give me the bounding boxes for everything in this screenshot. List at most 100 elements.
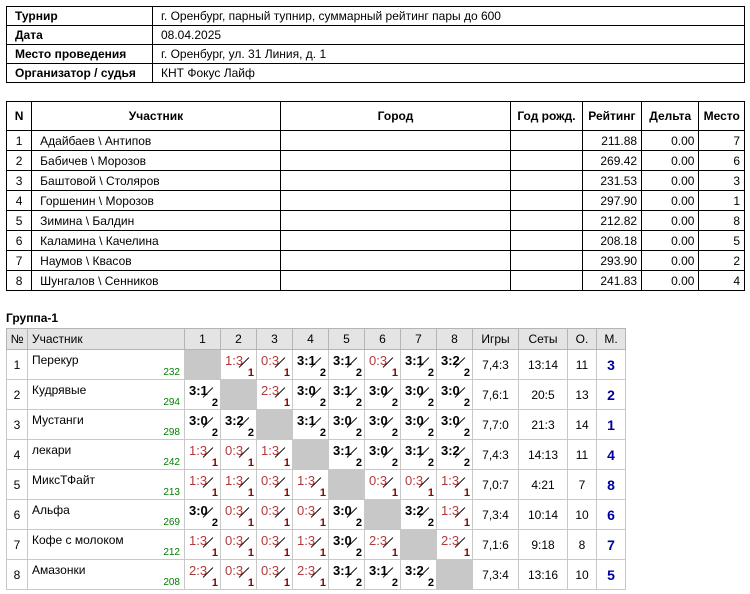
team-name: Перекур [32, 353, 79, 367]
match-result: 3:0 2 [293, 380, 328, 409]
match-result-cell: 3:2 2 [400, 559, 437, 590]
group-points: 14 [567, 409, 597, 440]
match-result-cell: 3:0 2 [364, 379, 401, 410]
match-result: 3:0 2 [437, 380, 472, 409]
participant-delta: 0.00 [641, 170, 700, 191]
match-points: 2 [355, 367, 362, 379]
match-score: 2:3 [261, 383, 280, 398]
group-sets: 13:16 [518, 559, 568, 590]
participant-number: 8 [5, 270, 33, 291]
match-score: 3:2 [405, 563, 424, 578]
group-games: 7,6:1 [472, 379, 519, 410]
group-row: 6 Альфа 269 3:0 2 0:3 1 0:3 1 0:3 1 3:0 2 3:2 2 1:3 1 7,3… [6, 499, 626, 530]
match-points: 2 [463, 457, 470, 469]
group-row-number: 3 [6, 409, 28, 440]
match-score: 3:0 [297, 383, 316, 398]
match-result: 3:0 2 [365, 410, 400, 439]
participant-birth-year [510, 270, 583, 291]
group-place: 4 [596, 439, 626, 470]
group-title: Группа-1 [6, 311, 59, 325]
match-result-cell: 1:3 1 [220, 349, 257, 380]
match-points: 2 [391, 397, 398, 409]
participant-delta: 0.00 [641, 130, 700, 151]
match-points: 2 [355, 547, 362, 559]
info-value: г. Оренбург, ул. 31 Линия, д. 1 [152, 44, 745, 64]
participant-place: 4 [698, 270, 745, 291]
match-result: 3:1 2 [401, 350, 436, 379]
participant-name: Баштовой \ Столяров [31, 170, 281, 191]
group-sets: 4:21 [518, 469, 568, 500]
match-result: 1:3 1 [293, 530, 328, 559]
match-score: 1:3 [189, 443, 208, 458]
match-result-cell: 1:3 1 [220, 469, 257, 500]
match-points: 1 [463, 487, 470, 499]
match-result: 0:3 1 [221, 440, 256, 469]
match-score: 1:3 [225, 473, 244, 488]
group-row: 2 Кудрявые 294 3:1 2 2:3 1 3:0 2 3:1 2 3:0 2 3:0 2 3:0 2… [6, 379, 626, 410]
match-result: 3:0 2 [401, 410, 436, 439]
info-key: Место проведения [6, 44, 153, 64]
match-result-cell: 3:1 2 [364, 559, 401, 590]
match-result: 1:3 1 [185, 530, 220, 559]
info-key: Дата [6, 25, 153, 45]
group-header-col-opp-6: 6 [364, 328, 401, 350]
match-result: 3:0 2 [329, 500, 364, 529]
match-score: 3:0 [405, 413, 424, 428]
self-match-cell [292, 439, 329, 470]
participant-place: 2 [698, 250, 745, 271]
match-result: 3:0 2 [365, 380, 400, 409]
participant-rating: 208.18 [581, 230, 643, 251]
match-result: 3:0 2 [185, 500, 220, 529]
match-result: 2:3 1 [257, 380, 292, 409]
group-points: 11 [567, 439, 597, 470]
match-score: 3:1 [333, 443, 352, 458]
group-points: 7 [567, 469, 597, 500]
match-points: 2 [355, 427, 362, 439]
participant-birth-year [510, 230, 583, 251]
match-result: 1:3 1 [257, 440, 292, 469]
match-result-cell: 3:0 2 [292, 379, 329, 410]
match-score: 0:3 [261, 353, 280, 368]
match-result: 0:3 1 [257, 500, 292, 529]
match-result: 3:1 2 [365, 560, 400, 589]
group-sets: 13:14 [518, 349, 568, 380]
match-result-cell: 3:0 2 [400, 379, 437, 410]
match-result-cell: 1:3 1 [436, 469, 473, 500]
match-score: 3:0 [189, 413, 208, 428]
team-name: Амазонки [32, 563, 86, 577]
group-header-col-opp-2: 2 [220, 328, 257, 350]
info-key: Турнир [6, 6, 153, 26]
match-points: 2 [427, 397, 434, 409]
match-score: 0:3 [369, 353, 388, 368]
match-result: 1:3 1 [437, 500, 472, 529]
group-header-col-opp-5: 5 [328, 328, 365, 350]
self-match-cell [400, 529, 437, 560]
match-points: 2 [391, 427, 398, 439]
match-score: 0:3 [225, 443, 244, 458]
match-score: 0:3 [369, 473, 388, 488]
match-result-cell: 0:3 1 [256, 469, 293, 500]
participant-birth-year [510, 130, 583, 151]
match-result-cell: 1:3 1 [436, 499, 473, 530]
participant-row: 2 Бабичев \ Морозов 269.42 0.00 6 [5, 150, 745, 171]
match-score: 3:1 [405, 443, 424, 458]
info-value: КНТ Фокус Лайф [152, 63, 745, 83]
match-points: 2 [355, 397, 362, 409]
match-points: 2 [319, 367, 326, 379]
match-points: 1 [463, 517, 470, 529]
col-header-birth-year: Год рожд. [510, 101, 583, 131]
team-rating: 232 [163, 367, 180, 378]
match-result: 3:1 2 [293, 410, 328, 439]
match-points: 1 [391, 547, 398, 559]
group-row-number: 6 [6, 499, 28, 530]
match-result: 3:0 2 [185, 410, 220, 439]
participant-name: Бабичев \ Морозов [31, 150, 281, 171]
participant-birth-year [510, 190, 583, 211]
match-result: 1:3 1 [221, 350, 256, 379]
match-result: 3:0 2 [329, 530, 364, 559]
group-points: 10 [567, 499, 597, 530]
group-place: 2 [596, 379, 626, 410]
match-result: 0:3 1 [221, 560, 256, 589]
match-result-cell: 3:0 2 [436, 409, 473, 440]
participant-row: 5 Зимина \ Балдин 212.82 0.00 8 [5, 210, 745, 231]
